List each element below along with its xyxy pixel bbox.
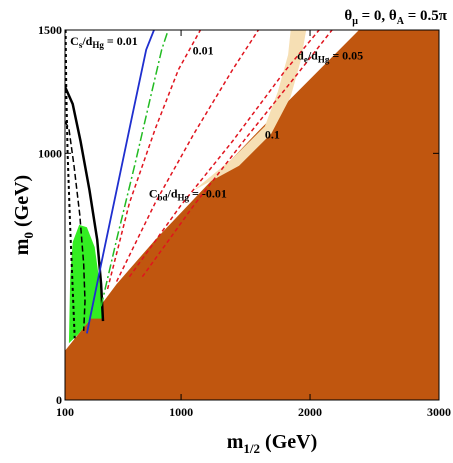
y-tick-label: 0 (56, 393, 62, 407)
x-tick-label: 2000 (298, 405, 322, 419)
y-tick-label: 1000 (38, 146, 62, 160)
y-axis-label: m0 (GeV) (11, 175, 36, 255)
region-bsg-excluded (68, 224, 103, 344)
y-tick-label: 1500 (38, 23, 62, 37)
series-line-8 (141, 30, 333, 278)
annotations-layer: Cs/dHg = 0.01 0.01 de/dHg = 0.05 0.1 Cbd/dHg… (70, 34, 363, 203)
x-axis-label: m1/2 (GeV) (227, 431, 318, 456)
series-line-3 (86, 30, 155, 334)
plot-frame (64, 29, 440, 401)
annotation-label: de/dHg = 0.05 (297, 49, 363, 65)
annotation-label: Cbd/dHg = -0.01 (149, 187, 227, 203)
series-line-7 (128, 30, 320, 278)
region-stau-lsp-excluded (65, 30, 439, 400)
x-tick-label: 3000 (427, 405, 451, 419)
region-cosmology-preferred (194, 30, 307, 191)
series-line-4 (100, 30, 169, 307)
regions-layer (65, 30, 439, 400)
annotation-label: 0.01 (193, 44, 214, 58)
x-tick-label: 1000 (169, 405, 193, 419)
annotation-label: 0.1 (265, 128, 280, 142)
series-line-2 (65, 86, 105, 322)
series-layer (65, 30, 333, 339)
ticks-layer: 100 1000 2000 3000 0 1000 1500 (38, 23, 451, 419)
x-tick-label: 100 (56, 405, 74, 419)
chart-title: θμ = 0, θA = 0.5π (344, 8, 447, 27)
series-line-6 (115, 30, 260, 282)
series-line-5 (106, 30, 202, 290)
annotation-label: Cs/dHg = 0.01 (70, 34, 138, 50)
series-line-1 (65, 120, 86, 331)
